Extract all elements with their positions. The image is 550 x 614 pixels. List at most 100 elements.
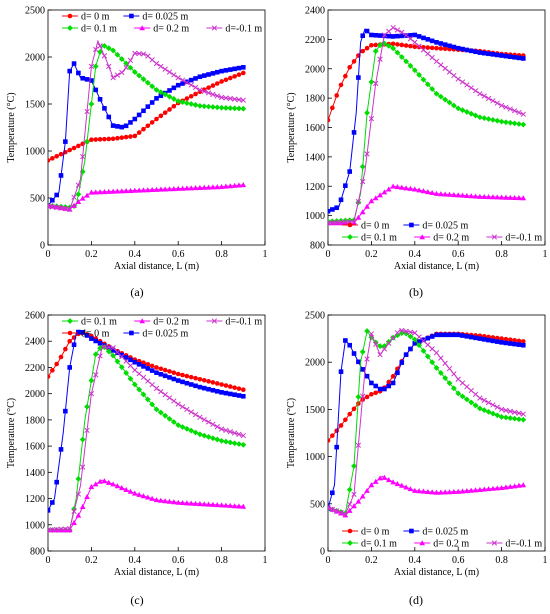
data-point — [170, 96, 177, 102]
data-point — [499, 53, 504, 58]
data-point — [80, 75, 86, 81]
data-point — [512, 337, 517, 343]
plot-frame — [47, 314, 266, 552]
data-point — [521, 339, 526, 344]
data-point — [481, 115, 488, 121]
data-point — [236, 182, 242, 188]
data-point — [434, 45, 439, 51]
data-point — [201, 501, 208, 507]
data-point — [175, 371, 181, 377]
data-point — [346, 486, 353, 493]
data-point — [412, 330, 418, 336]
data-point — [127, 375, 134, 382]
panel-caption: (d) — [409, 593, 423, 607]
data-point — [232, 385, 237, 390]
data-point — [201, 88, 207, 95]
data-point — [446, 99, 453, 106]
data-point — [451, 191, 457, 198]
data-point — [97, 341, 103, 346]
data-point — [210, 104, 216, 110]
data-point — [364, 356, 370, 362]
data-point — [477, 50, 483, 55]
data-point — [93, 137, 99, 142]
data-point — [386, 383, 392, 389]
legend-marker — [129, 13, 134, 19]
data-point — [468, 110, 475, 117]
data-point — [442, 42, 448, 47]
data-point — [459, 380, 466, 386]
x-axis-label: Axial distance, L (m) — [114, 261, 199, 272]
data-point — [490, 52, 496, 57]
data-point — [330, 105, 335, 111]
legend-entry-label: d= 0.1 m — [361, 233, 397, 244]
series-line-2 — [48, 344, 247, 533]
data-point — [71, 202, 77, 208]
data-point — [494, 117, 501, 124]
data-point — [227, 95, 233, 102]
data-point — [67, 526, 73, 532]
data-point — [464, 384, 470, 390]
data-point — [84, 138, 90, 145]
data-point — [455, 376, 461, 382]
data-point — [218, 94, 225, 101]
data-point — [101, 53, 108, 59]
data-point — [240, 105, 247, 112]
data-point — [468, 399, 475, 406]
data-point — [347, 342, 352, 348]
data-point — [494, 335, 500, 341]
data-point — [516, 342, 522, 347]
legend-marker — [129, 330, 134, 336]
data-point — [48, 508, 51, 513]
chart-panel-d: 0 500 1000 1500 2000 2500 0 0.2 0.4 0.6 0.8 1 Axial … — [286, 311, 548, 608]
data-point — [180, 379, 185, 385]
data-point — [403, 32, 409, 38]
data-point — [102, 136, 107, 142]
data-point — [192, 500, 199, 506]
data-point — [481, 397, 487, 403]
data-point — [407, 486, 414, 492]
data-point — [223, 183, 229, 189]
data-point — [67, 365, 72, 370]
data-point — [89, 137, 94, 143]
data-point — [58, 354, 64, 360]
data-point — [368, 198, 375, 204]
data-point — [206, 386, 211, 392]
data-point — [153, 497, 160, 503]
data-point — [84, 427, 90, 434]
y-tick-label: 1500 — [25, 100, 45, 111]
data-point — [49, 527, 55, 533]
data-point — [123, 188, 129, 194]
data-point — [92, 351, 99, 358]
data-point — [507, 337, 513, 343]
data-point — [442, 489, 448, 495]
data-point — [451, 332, 457, 338]
data-point — [210, 421, 216, 428]
data-point — [201, 73, 207, 78]
data-point — [231, 105, 238, 112]
data-point — [184, 185, 190, 191]
data-point — [437, 370, 444, 376]
data-point — [79, 436, 86, 443]
data-point — [227, 67, 233, 72]
data-point — [192, 185, 199, 191]
data-point — [463, 109, 470, 115]
x-tick-label: 0 — [46, 249, 51, 260]
data-point — [232, 74, 237, 79]
data-point — [429, 38, 435, 44]
data-point — [455, 192, 461, 198]
legend-marker — [67, 330, 73, 336]
data-point — [179, 404, 186, 410]
data-point — [360, 393, 366, 399]
data-point — [446, 380, 453, 387]
data-point — [180, 372, 185, 378]
data-point — [192, 411, 199, 418]
data-point — [390, 183, 396, 189]
data-point — [425, 37, 431, 42]
data-point — [442, 65, 448, 72]
data-point — [334, 93, 339, 98]
data-point — [386, 340, 392, 346]
data-point — [455, 488, 461, 494]
data-point — [494, 194, 501, 200]
data-point — [54, 361, 59, 367]
data-point — [355, 214, 362, 220]
